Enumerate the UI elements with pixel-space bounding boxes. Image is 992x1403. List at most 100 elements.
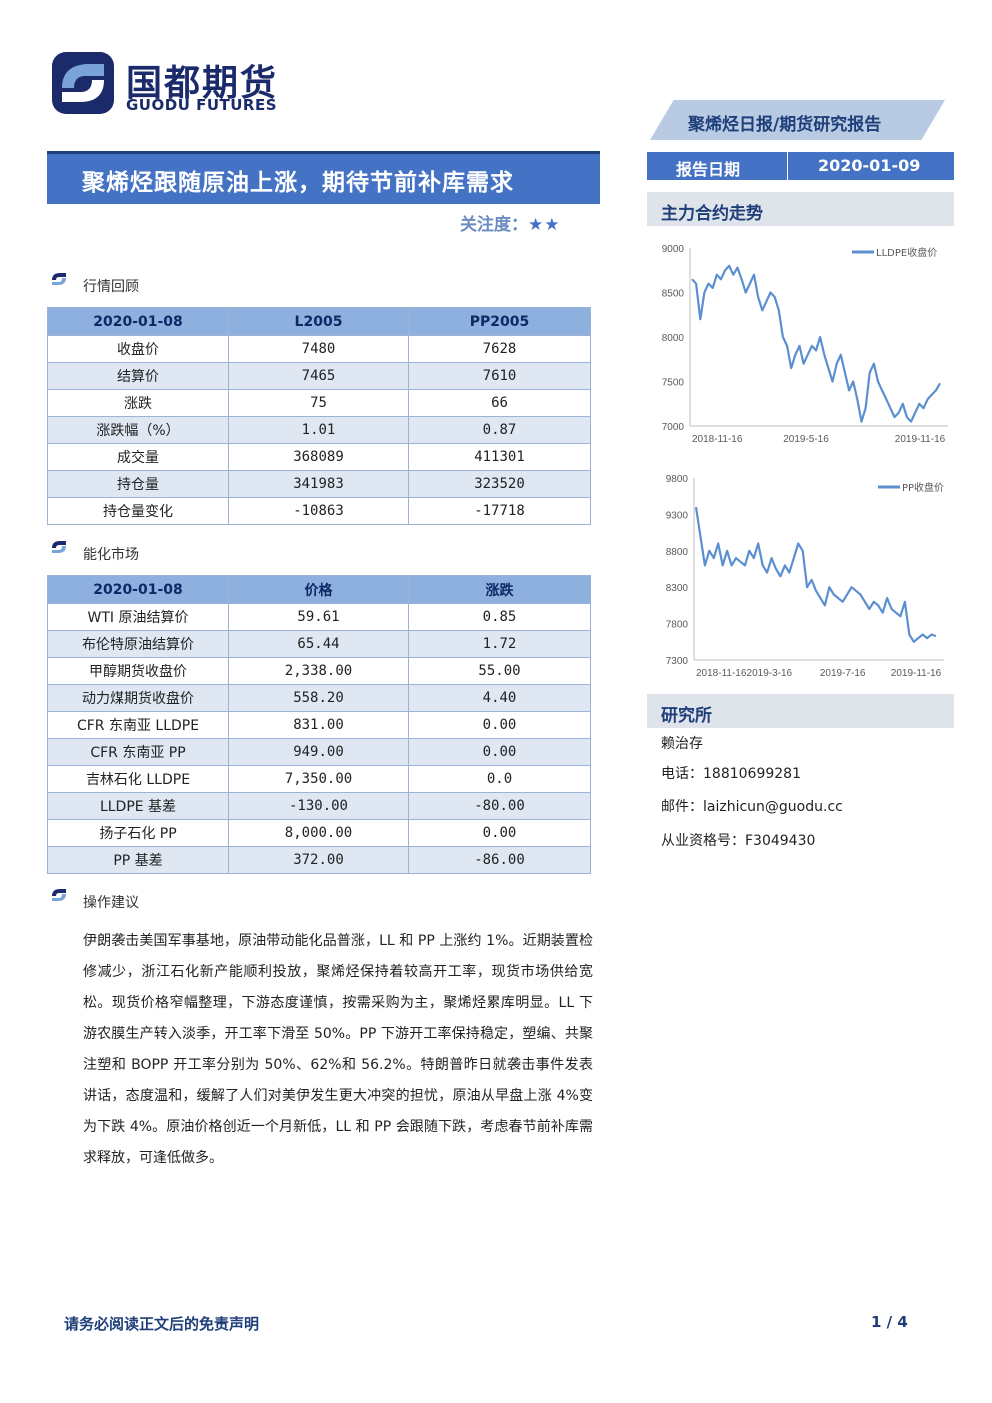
disclaimer-link[interactable]: 请务必阅读正文后的免责声明 xyxy=(64,1315,260,1333)
report-date-divider xyxy=(787,152,788,180)
report-date-value: 2020-01-09 xyxy=(818,156,921,175)
section-bullet-icon xyxy=(52,541,66,553)
table-row: 成交量 368089 411301 xyxy=(47,443,591,471)
value-cell: 0.00 xyxy=(408,711,591,739)
value-cell: 0.85 xyxy=(408,603,591,631)
page-number: 1 / 4 xyxy=(871,1313,908,1331)
report-date-bar xyxy=(647,152,954,180)
table-header-row: 2020-01-08 L2005 PP2005 xyxy=(47,307,591,336)
suggestion-paragraph: 伊朗袭击美国军事基地，原油带动能化品普涨，LL 和 PP 上涨约 1%。近期装置… xyxy=(83,933,593,1166)
series-line xyxy=(694,506,937,643)
section-title-market-review: 行情回顾 xyxy=(83,279,139,295)
analyst-email: 邮件：laizhicun@guodu.cc xyxy=(661,799,843,815)
section-bullet-icon xyxy=(52,889,66,901)
table-header-cell: 涨跌 xyxy=(408,575,591,604)
row-label-cell: 收盘价 xyxy=(47,335,229,363)
row-label-cell: 布伦特原油结算价 xyxy=(47,630,229,658)
value-cell: 66 xyxy=(408,389,591,417)
x-tick-label: 2019-5-16 xyxy=(783,434,829,445)
row-label-cell: 持仓量 xyxy=(47,470,229,498)
y-tick-label: 7800 xyxy=(666,620,689,631)
futures-quote-table: 2020-01-08 L2005 PP2005 收盘价 7480 7628 结算价 7465 7… xyxy=(47,307,591,525)
report-date-label: 报告日期 xyxy=(676,160,741,179)
institute-header xyxy=(647,694,954,728)
report-type-banner xyxy=(650,100,945,140)
row-label-cell: CFR 东南亚 LLDPE xyxy=(47,711,229,739)
value-cell: -17718 xyxy=(408,497,591,525)
value-cell: 0.00 xyxy=(408,738,591,766)
table-row: 扬子石化 PP 8,000.00 0.00 xyxy=(47,819,591,847)
table-header-cell: PP2005 xyxy=(408,307,591,336)
series-line xyxy=(691,264,941,423)
value-cell: -130.00 xyxy=(228,792,409,820)
pp-close-chart: 7300 7800 8300 8800 9300 9800 2018-11-16 2019-3… xyxy=(666,474,944,679)
value-cell: 0.87 xyxy=(408,416,591,444)
row-label-cell: 结算价 xyxy=(47,362,229,390)
value-cell: 2,338.00 xyxy=(228,657,409,685)
value-cell: 7,350.00 xyxy=(228,765,409,793)
y-tick-label: 8000 xyxy=(662,333,685,344)
y-tick-label: 9800 xyxy=(666,474,689,485)
value-cell: -10863 xyxy=(228,497,409,525)
table-row: 结算价 7465 7610 xyxy=(47,362,591,390)
section-title-suggestion: 操作建议 xyxy=(83,895,139,911)
table-row: 涨跌 75 66 xyxy=(47,389,591,417)
value-cell: 4.40 xyxy=(408,684,591,712)
value-cell: 7480 xyxy=(228,335,409,363)
row-label-cell: 成交量 xyxy=(47,443,229,471)
x-tick-label: 2019-7-16 xyxy=(820,668,866,679)
table-row: CFR 东南亚 LLDPE 831.00 0.00 xyxy=(47,711,591,739)
row-label-cell: CFR 东南亚 PP xyxy=(47,738,229,766)
table-row: WTI 原油结算价 59.61 0.85 xyxy=(47,603,591,631)
table-row: 持仓量 341983 323520 xyxy=(47,470,591,498)
attention-rating: 关注度：★★ xyxy=(460,210,560,235)
value-cell: 8,000.00 xyxy=(228,819,409,847)
table-header-cell: 2020-01-08 xyxy=(47,307,229,336)
section-title-energy-market: 能化市场 xyxy=(83,547,139,563)
analyst-license: 从业资格号：F3049430 xyxy=(661,833,816,849)
legend-label: LLDPE收盘价 xyxy=(876,246,937,259)
y-tick-label: 8500 xyxy=(662,289,685,300)
value-cell: 65.44 xyxy=(228,630,409,658)
row-label-cell: 扬子石化 PP xyxy=(47,819,229,847)
y-tick-label: 7500 xyxy=(662,378,685,389)
row-label-cell: 动力煤期货收盘价 xyxy=(47,684,229,712)
y-tick-label: 7300 xyxy=(666,656,689,667)
value-cell: 341983 xyxy=(228,470,409,498)
analyst-phone: 电话：18810699281 xyxy=(661,766,801,782)
table-header-cell: L2005 xyxy=(228,307,409,336)
y-tick-label: 8800 xyxy=(666,547,689,558)
table-row: 布伦特原油结算价 65.44 1.72 xyxy=(47,630,591,658)
row-label-cell: 涨跌 xyxy=(47,389,229,417)
value-cell: 0.00 xyxy=(408,819,591,847)
table-row: 甲醇期货收盘价 2,338.00 55.00 xyxy=(47,657,591,685)
guodu-logo-icon xyxy=(52,52,114,114)
value-cell: 372.00 xyxy=(228,846,409,874)
table-header-cell: 价格 xyxy=(228,575,409,604)
row-label-cell: 持仓量变化 xyxy=(47,497,229,525)
x-tick-label: 2019-11-16 xyxy=(895,434,946,445)
x-tick-label: 2019-11-16 xyxy=(891,668,942,679)
y-tick-label: 9300 xyxy=(666,510,689,521)
table-row: 持仓量变化 -10863 -17718 xyxy=(47,497,591,525)
value-cell: -80.00 xyxy=(408,792,591,820)
star-icon: ★★ xyxy=(528,215,561,235)
value-cell: 1.01 xyxy=(228,416,409,444)
main-contract-title: 主力合约走势 xyxy=(661,204,763,224)
table-header-row: 2020-01-08 价格 涨跌 xyxy=(47,575,591,604)
value-cell: 368089 xyxy=(228,443,409,471)
value-cell: 55.00 xyxy=(408,657,591,685)
x-tick-label: 2019-3-16 xyxy=(747,668,793,679)
institute-title: 研究所 xyxy=(661,706,712,726)
title-bar xyxy=(47,151,600,204)
value-cell: 949.00 xyxy=(228,738,409,766)
x-tick-label: 2018-11-16 xyxy=(692,434,743,445)
value-cell: 831.00 xyxy=(228,711,409,739)
attention-label: 关注度： xyxy=(460,215,528,235)
row-label-cell: WTI 原油结算价 xyxy=(47,603,229,631)
lldpe-close-chart: 7000 7500 8000 8500 9000 2018-11-16 2019-5-16 2… xyxy=(662,244,948,445)
table-row: 收盘价 7480 7628 xyxy=(47,335,591,363)
y-tick-label: 8300 xyxy=(666,583,689,594)
table-row: 涨跌幅（%） 1.01 0.87 xyxy=(47,416,591,444)
main-contract-header xyxy=(647,192,954,226)
